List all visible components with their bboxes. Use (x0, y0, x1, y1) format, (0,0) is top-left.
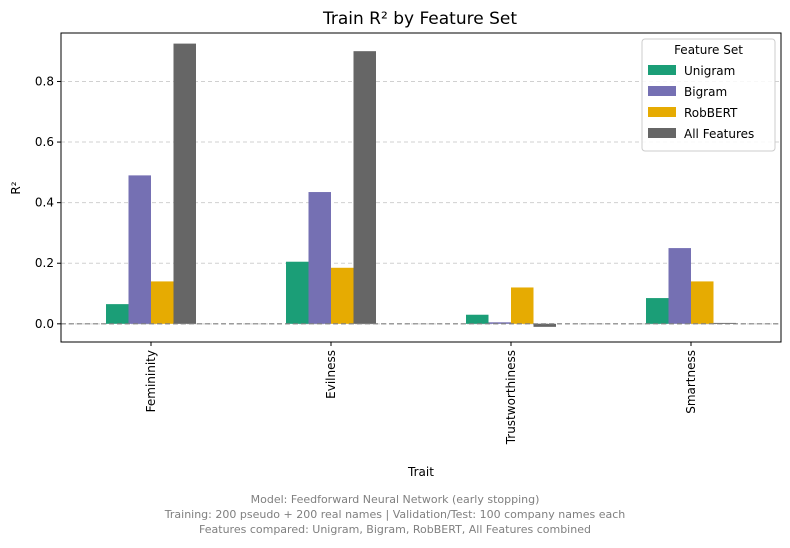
x-tick-label: Trustworthiness (504, 350, 518, 445)
bar-robbert (331, 267, 354, 324)
caption-line-3: Features compared: Unigram, Bigram, RobB… (199, 523, 591, 536)
bar-all-features (353, 51, 376, 324)
bar-unigram (466, 314, 489, 324)
caption: Model: Feedforward Neural Network (early… (0, 492, 790, 537)
legend-label: All Features (684, 127, 754, 141)
bar-unigram (106, 304, 129, 324)
x-tick-label: Evilness (324, 350, 338, 399)
legend-swatch (648, 128, 676, 138)
bar-all-features (173, 43, 196, 324)
y-tick-label: 0.0 (35, 317, 54, 331)
legend-label: Unigram (684, 64, 735, 78)
legend-label: RobBERT (684, 106, 738, 120)
legend-swatch (648, 86, 676, 96)
plot-frame (60, 32, 782, 343)
chart-title: Train R² by Feature Set (322, 9, 517, 29)
bar-robbert (511, 287, 534, 324)
x-tick-label: Smartness (684, 350, 698, 414)
bar-bigram (668, 248, 691, 324)
bar-bigram (308, 192, 331, 324)
bar-all-features (533, 323, 556, 327)
bars (106, 43, 736, 327)
bar-unigram (286, 261, 309, 324)
x-axis: Femininity Evilness Trustworthiness Smartne… (144, 342, 698, 445)
bar-robbert (691, 281, 714, 324)
caption-line-1: Model: Feedforward Neural Network (early… (250, 493, 540, 506)
legend: Feature Set Unigram Bigram RobBERT All Featu… (641, 38, 776, 152)
y-tick-label: 0.4 (35, 196, 54, 210)
bar-unigram (646, 298, 669, 324)
caption-line-2: Training: 200 pseudo + 200 real names | … (164, 508, 626, 521)
legend-label: Bigram (684, 85, 727, 99)
legend-title: Feature Set (674, 43, 743, 57)
x-tick-label: Femininity (144, 350, 158, 412)
y-tick-label: 0.2 (35, 256, 54, 270)
y-tick-label: 0.8 (35, 74, 54, 88)
bar-robbert (151, 281, 174, 324)
bar-bigram (128, 175, 151, 324)
x-axis-label: Trait (407, 465, 434, 479)
y-tick-label: 0.6 (35, 135, 54, 149)
bar-bigram (488, 322, 511, 324)
legend-swatch (648, 107, 676, 117)
y-axis: 0.0 0.2 0.4 0.6 0.8 (35, 74, 61, 331)
y-axis-label: R² (9, 181, 23, 194)
legend-swatch (648, 65, 676, 75)
bar-all-features (713, 322, 736, 324)
